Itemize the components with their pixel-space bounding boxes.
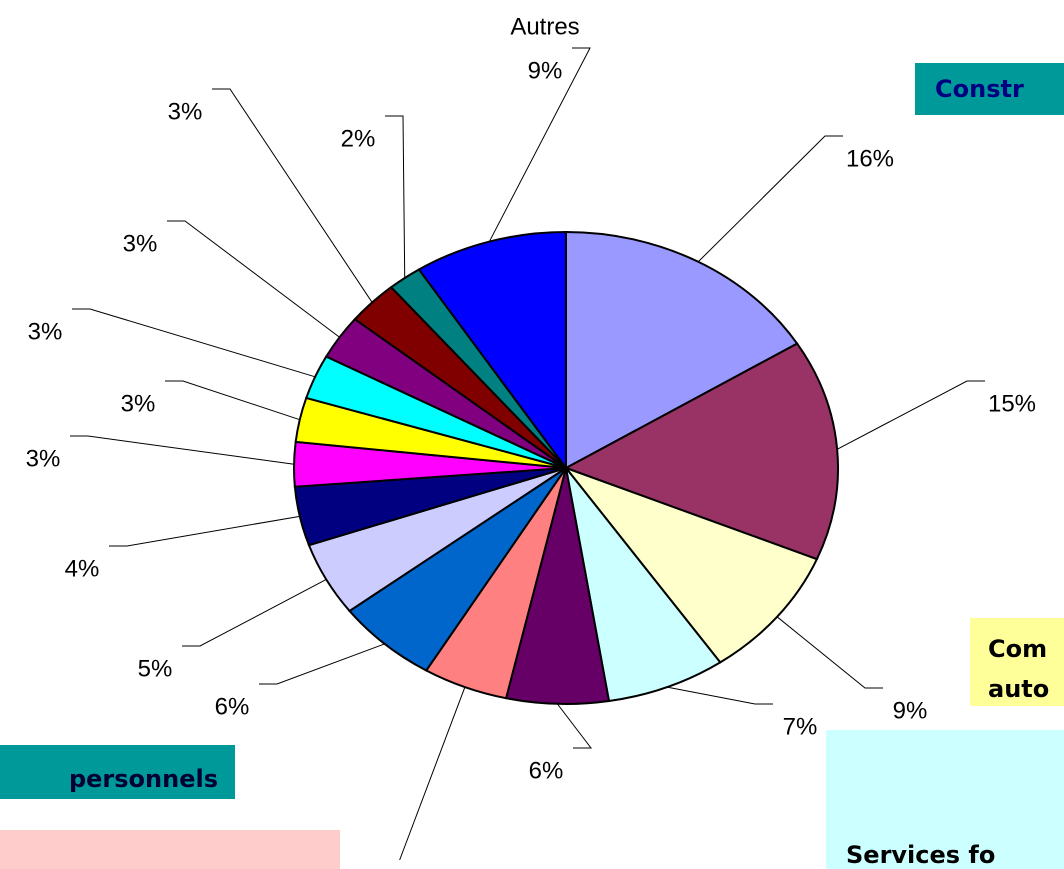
data-label: 3% xyxy=(168,98,203,125)
leader-line xyxy=(165,380,300,421)
annotation-text: Constr xyxy=(935,75,1024,103)
data-label: 15% xyxy=(988,390,1036,417)
annotation-box xyxy=(826,730,1064,869)
annotation-box xyxy=(0,830,340,869)
data-label: 6% xyxy=(529,757,564,784)
data-label: 5% xyxy=(138,655,173,682)
pie-slice xyxy=(563,465,819,664)
leader-line xyxy=(488,47,591,242)
data-label: 3% xyxy=(28,318,63,345)
annotation-box xyxy=(970,618,1064,706)
pie-slice xyxy=(565,230,799,470)
leader-line xyxy=(212,88,373,303)
data-label: 3% xyxy=(121,390,156,417)
annotation-text: Com xyxy=(988,635,1047,663)
data-label: 9% xyxy=(528,57,563,84)
leader-line xyxy=(167,220,340,338)
data-label: 7% xyxy=(783,713,818,740)
leader-line xyxy=(666,686,773,705)
annotation-box xyxy=(915,63,1064,115)
annotation-text: auto xyxy=(988,675,1049,703)
annotation-text: Services fo xyxy=(846,841,995,869)
leader-line xyxy=(836,380,985,450)
data-label: 3% xyxy=(26,445,61,472)
leader-line xyxy=(556,703,593,749)
leader-line xyxy=(399,686,466,861)
annotation-box xyxy=(0,745,235,799)
leader-line xyxy=(259,643,385,685)
data-label: 4% xyxy=(65,555,100,582)
leader-line xyxy=(182,579,327,647)
data-label: 3% xyxy=(123,230,158,257)
annotation-text: personnels xyxy=(69,765,218,793)
data-label: 2% xyxy=(341,125,376,152)
pie-slice xyxy=(565,467,722,703)
leader-line xyxy=(697,135,843,263)
pie-slice xyxy=(563,342,839,561)
leader-line xyxy=(70,435,295,465)
data-label: 6% xyxy=(215,693,250,720)
leader-line xyxy=(109,515,300,547)
data-label: 16% xyxy=(846,145,894,172)
data-label: 9% xyxy=(893,697,928,724)
leader-line xyxy=(72,308,316,378)
leader-line xyxy=(385,115,406,278)
category-label: Autres xyxy=(510,13,579,40)
leader-line xyxy=(776,616,883,689)
